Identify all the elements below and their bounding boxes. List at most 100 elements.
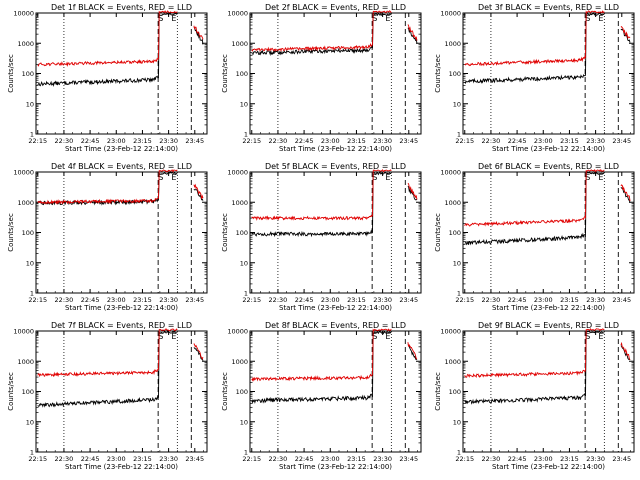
plot-frame	[462, 330, 635, 453]
y-axis-label: Counts/sec	[7, 54, 15, 93]
x-tick-label: 22:30	[269, 296, 288, 304]
x-tick-label: 23:45	[612, 296, 631, 304]
y-tick-label: 10000	[227, 328, 248, 336]
x-tick-label: 23:00	[107, 455, 126, 463]
series-events-line	[464, 12, 631, 85]
y-tick-label: 10	[26, 259, 34, 267]
end-marker: E	[385, 14, 390, 23]
panel-title: Det 6f BLACK = Events, RED = LLD	[478, 162, 619, 171]
x-axis-label: Start Time (23-Feb-12 22:14:00)	[492, 145, 605, 153]
x-axis-label: Start Time (23-Feb-12 22:14:00)	[65, 145, 178, 153]
y-tick-label: 1	[244, 290, 248, 298]
panel-title: Det 7f BLACK = Events, RED = LLD	[51, 321, 192, 330]
x-tick-label: 23:00	[534, 455, 553, 463]
x-tick-label: 22:15	[28, 137, 47, 145]
y-tick-label: 1000	[444, 199, 461, 207]
end-marker: E	[171, 332, 176, 341]
x-tick-label: 22:45	[81, 455, 100, 463]
x-tick-label: 22:45	[508, 296, 527, 304]
x-axis-label: Start Time (23-Feb-12 22:14:00)	[65, 463, 178, 471]
y-tick-label: 1000	[231, 40, 248, 48]
y-tick-label: 100	[236, 229, 248, 237]
y-tick-label: 10	[453, 259, 461, 267]
plot-frame	[249, 12, 422, 135]
x-tick-label: 22:30	[269, 137, 288, 145]
x-tick-label: 23:30	[159, 296, 178, 304]
x-tick-label: 23:30	[586, 137, 605, 145]
y-axis-label: Counts/sec	[7, 213, 15, 252]
plot-frame	[35, 330, 208, 453]
start-marker: S	[585, 332, 590, 341]
x-tick-label: 22:15	[242, 455, 261, 463]
y-tick-label: 100	[22, 388, 34, 396]
x-tick-label: 22:30	[482, 296, 501, 304]
x-tick-label: 22:45	[81, 137, 100, 145]
x-tick-label: 22:15	[28, 296, 47, 304]
end-marker: E	[598, 173, 603, 182]
panel-det-3: Det 3f BLACK = Events, RED = LLD 1 10 100 10…	[434, 3, 635, 153]
y-tick-label: 1	[244, 131, 248, 139]
x-tick-label: 23:00	[321, 137, 340, 145]
x-tick-label: 23:45	[185, 296, 204, 304]
x-axis-label: Start Time (23-Feb-12 22:14:00)	[492, 304, 605, 312]
y-tick-label: 1	[30, 290, 34, 298]
x-tick-label: 22:45	[295, 296, 314, 304]
y-axis-label: Counts/sec	[221, 372, 229, 411]
series-events-line	[251, 171, 418, 238]
plot-frame	[35, 171, 208, 294]
x-axis-label: Start Time (23-Feb-12 22:14:00)	[279, 145, 392, 153]
start-marker: S	[372, 173, 377, 182]
y-axis-label: Counts/sec	[221, 213, 229, 252]
y-tick-label: 1	[30, 449, 34, 457]
series-events-line	[464, 330, 631, 405]
series-events-line	[37, 330, 204, 408]
x-axis-label: Start Time (23-Feb-12 22:14:00)	[65, 304, 178, 312]
x-tick-label: 22:30	[482, 137, 501, 145]
x-tick-label: 23:45	[399, 455, 418, 463]
panel-det-6: Det 6f BLACK = Events, RED = LLD 1 10 100 10…	[434, 162, 635, 312]
x-tick-label: 23:45	[612, 137, 631, 145]
end-marker: E	[598, 14, 603, 23]
x-tick-label: 23:00	[534, 137, 553, 145]
x-tick-label: 22:15	[455, 137, 474, 145]
y-tick-label: 10	[453, 418, 461, 426]
y-tick-label: 10	[26, 100, 34, 108]
series-lld-line	[37, 328, 204, 378]
x-tick-label: 23:15	[560, 137, 579, 145]
x-tick-label: 23:45	[399, 137, 418, 145]
x-tick-label: 22:45	[508, 137, 527, 145]
plot-frame	[462, 12, 635, 135]
x-tick-label: 22:45	[508, 455, 527, 463]
x-tick-label: 23:00	[321, 296, 340, 304]
series-lld-line	[464, 168, 631, 227]
series-events-line	[251, 12, 418, 57]
y-tick-label: 1000	[17, 40, 34, 48]
y-axis-label: Counts/sec	[434, 372, 442, 411]
series-lld-line	[251, 10, 418, 53]
y-axis-label: Counts/sec	[7, 372, 15, 411]
x-tick-label: 23:15	[347, 137, 366, 145]
x-tick-label: 23:15	[347, 296, 366, 304]
y-tick-label: 10000	[440, 328, 461, 336]
x-tick-label: 23:30	[159, 455, 178, 463]
series-lld-line	[37, 10, 204, 67]
x-tick-label: 22:15	[455, 296, 474, 304]
start-marker: S	[585, 173, 590, 182]
y-tick-label: 10000	[13, 169, 34, 177]
x-tick-label: 23:00	[534, 296, 553, 304]
y-tick-label: 100	[22, 229, 34, 237]
x-tick-label: 23:45	[612, 455, 631, 463]
x-tick-label: 22:45	[295, 137, 314, 145]
y-tick-label: 10000	[440, 169, 461, 177]
y-tick-label: 1	[244, 449, 248, 457]
x-axis-label: Start Time (23-Feb-12 22:14:00)	[279, 304, 392, 312]
x-tick-label: 23:00	[107, 137, 126, 145]
y-tick-label: 1000	[444, 40, 461, 48]
y-tick-label: 10000	[13, 10, 34, 18]
x-tick-label: 22:15	[242, 137, 261, 145]
end-marker: E	[171, 173, 176, 182]
y-tick-label: 10000	[227, 169, 248, 177]
x-tick-label: 23:45	[185, 137, 204, 145]
panel-title: Det 9f BLACK = Events, RED = LLD	[478, 321, 619, 330]
